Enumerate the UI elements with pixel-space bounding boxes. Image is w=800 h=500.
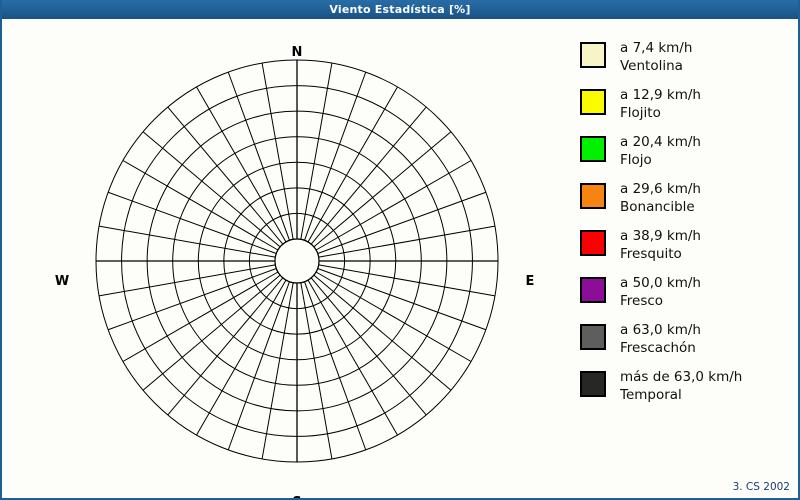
legend-item[interactable]: a 29,6 km/h Bonancible xyxy=(580,181,798,228)
grid-spoke xyxy=(98,225,276,258)
grid-spoke xyxy=(98,264,276,297)
legend-color-swatch xyxy=(580,89,606,115)
grid-spoke xyxy=(317,268,487,331)
wind-speed-legend: a 7,4 km/h Ventolina a 12,9 km/h Flojito a 2… xyxy=(580,40,798,416)
compass-label-east: E xyxy=(525,274,535,289)
legend-label-group: a 29,6 km/h Bonancible xyxy=(620,181,701,217)
legend-label-group: a 7,4 km/h Ventolina xyxy=(620,40,692,76)
grid-spoke xyxy=(196,279,287,436)
grid-spoke xyxy=(142,131,281,248)
legend-label-group: a 50,0 km/h Fresco xyxy=(620,275,701,311)
grid-spoke xyxy=(315,271,472,362)
compass-label-west: W xyxy=(54,274,70,289)
legend-name-label: Bonancible xyxy=(620,198,695,215)
legend-color-swatch xyxy=(580,183,606,209)
legend-speed-label: más de 63,0 km/h xyxy=(620,369,743,385)
grid-spoke xyxy=(167,106,284,245)
grid-spoke xyxy=(107,268,277,331)
calm-center-hub xyxy=(274,238,320,284)
legend-name-label: Ventolina xyxy=(620,57,683,74)
legend-item[interactable]: a 63,0 km/h Frescachón xyxy=(580,322,798,369)
grid-spoke xyxy=(142,274,281,391)
grid-spoke xyxy=(304,281,367,451)
compass-label-south: S xyxy=(277,496,317,498)
credit-text: 3. CS 2002 xyxy=(732,481,790,493)
legend-label-group: a 12,9 km/h Flojito xyxy=(620,87,701,123)
grid-spoke xyxy=(310,277,427,416)
legend-name-label: Fresco xyxy=(620,292,664,309)
window-title-bar: Viento Estadística [%] xyxy=(2,0,798,19)
legend-item[interactable]: más de 63,0 km/h Temporal xyxy=(580,369,798,416)
legend-speed-label: a 29,6 km/h xyxy=(620,181,701,197)
grid-spoke xyxy=(261,62,294,240)
wind-rose-grid xyxy=(95,59,499,463)
grid-spoke xyxy=(122,160,279,251)
grid-spoke xyxy=(310,106,427,245)
legend-name-label: Frescachón xyxy=(620,339,696,356)
legend-name-label: Fresquito xyxy=(620,245,682,262)
grid-spoke xyxy=(315,160,472,251)
grid-spoke xyxy=(261,282,294,460)
wind-rose-plot: N S W E xyxy=(2,19,562,498)
grid-spoke xyxy=(313,131,452,248)
grid-spoke xyxy=(304,71,367,241)
grid-spoke xyxy=(227,281,290,451)
page-title: Viento Estadística [%] xyxy=(329,3,471,16)
legend-item[interactable]: a 20,4 km/h Flojo xyxy=(580,134,798,181)
legend-color-swatch xyxy=(580,371,606,397)
grid-spoke xyxy=(167,277,284,416)
legend-item[interactable]: a 50,0 km/h Fresco xyxy=(580,275,798,322)
legend-speed-label: a 38,9 km/h xyxy=(620,228,701,244)
legend-name-label: Flojito xyxy=(620,104,661,121)
legend-label-group: a 38,9 km/h Fresquito xyxy=(620,228,701,264)
legend-label-group: más de 63,0 km/h Temporal xyxy=(620,369,742,405)
legend-speed-label: a 12,9 km/h xyxy=(620,87,701,103)
grid-spoke xyxy=(300,282,333,460)
grid-spoke xyxy=(317,191,487,254)
legend-item[interactable]: a 12,9 km/h Flojito xyxy=(580,87,798,134)
grid-spoke xyxy=(318,264,496,297)
grid-spoke xyxy=(227,71,290,241)
legend-speed-label: a 50,0 km/h xyxy=(620,275,701,291)
legend-color-swatch xyxy=(580,324,606,350)
legend-name-label: Flojo xyxy=(620,151,652,168)
legend-name-label: Temporal xyxy=(620,386,682,403)
grid-spoke xyxy=(307,279,398,436)
legend-speed-label: a 63,0 km/h xyxy=(620,322,701,338)
grid-spoke xyxy=(122,271,279,362)
legend-label-group: a 20,4 km/h Flojo xyxy=(620,134,701,170)
legend-color-swatch xyxy=(580,42,606,68)
legend-speed-label: a 20,4 km/h xyxy=(620,134,701,150)
grid-spoke xyxy=(313,274,452,391)
grid-spoke xyxy=(318,225,496,258)
compass-label-north: N xyxy=(291,45,303,60)
grid-spoke xyxy=(307,86,398,243)
grid-spoke xyxy=(300,62,333,240)
legend-speed-label: a 7,4 km/h xyxy=(620,40,693,56)
legend-item[interactable]: a 38,9 km/h Fresquito xyxy=(580,228,798,275)
legend-label-group: a 63,0 km/h Frescachón xyxy=(620,322,701,358)
legend-color-swatch xyxy=(580,136,606,162)
grid-spoke xyxy=(107,191,277,254)
legend-color-swatch xyxy=(580,277,606,303)
legend-color-swatch xyxy=(580,230,606,256)
grid-spoke xyxy=(196,86,287,243)
legend-item[interactable]: a 7,4 km/h Ventolina xyxy=(580,40,798,87)
